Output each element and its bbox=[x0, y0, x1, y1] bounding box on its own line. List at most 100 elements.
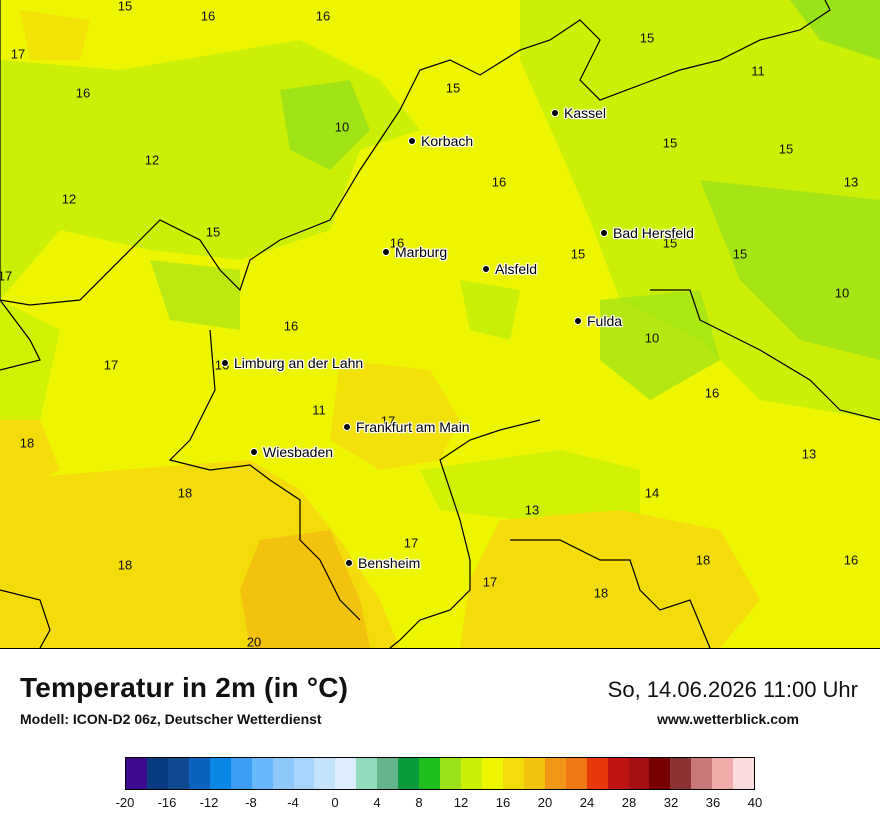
city-dot-icon bbox=[221, 359, 229, 367]
scale-tick-label: -20 bbox=[115, 795, 135, 810]
map-value: 14 bbox=[644, 485, 660, 501]
scale-swatch bbox=[209, 758, 231, 789]
weather-map: 15 16 16 17 16 15 15 11 10 12 15 15 16 1… bbox=[0, 0, 880, 649]
city-dot-icon bbox=[551, 109, 559, 117]
city-dot-icon bbox=[250, 448, 258, 456]
scale-swatch bbox=[272, 758, 294, 789]
city-wiesbaden: Wiesbaden bbox=[250, 444, 333, 460]
map-value: 18 bbox=[593, 585, 609, 601]
scale-tick-label: 16 bbox=[495, 795, 511, 810]
map-value: 12 bbox=[144, 152, 160, 168]
scale-swatch bbox=[607, 758, 629, 789]
map-title: Temperatur in 2m (in °C) bbox=[20, 672, 349, 703]
scale-tick-label: 12 bbox=[453, 795, 469, 810]
city-label: Fulda bbox=[587, 313, 623, 329]
scale-tick-label: 4 bbox=[373, 795, 381, 810]
scale-swatch bbox=[649, 758, 671, 789]
city-label: Kassel bbox=[564, 105, 607, 121]
scale-swatch bbox=[586, 758, 608, 789]
scale-swatch bbox=[712, 758, 734, 789]
city-marburg: Marburg bbox=[382, 244, 447, 260]
scale-swatch bbox=[502, 758, 524, 789]
website-link[interactable]: www.wetterblick.com bbox=[657, 711, 799, 727]
city-dot-icon bbox=[408, 137, 416, 145]
map-value: 10 bbox=[834, 285, 850, 301]
scale-swatch bbox=[230, 758, 252, 789]
scale-swatch bbox=[335, 758, 357, 789]
scale-swatch bbox=[356, 758, 378, 789]
scale-swatch bbox=[565, 758, 587, 789]
city-dot-icon bbox=[345, 559, 353, 567]
map-value: 16 bbox=[75, 85, 91, 101]
city-label: Bensheim bbox=[358, 555, 421, 571]
temperature-field bbox=[0, 0, 880, 648]
map-value: 18 bbox=[19, 435, 35, 451]
map-value: 20 bbox=[246, 634, 262, 649]
city-limburg: Limburg an der Lahn bbox=[221, 355, 363, 371]
scale-tick-label: 40 bbox=[747, 795, 763, 810]
map-value: 16 bbox=[491, 174, 507, 190]
map-value: 16 bbox=[843, 552, 859, 568]
scale-tick-label: 28 bbox=[621, 795, 637, 810]
scale-tick-label: -8 bbox=[245, 795, 257, 810]
scale-swatch bbox=[691, 758, 713, 789]
city-label: Wiesbaden bbox=[263, 444, 334, 460]
forecast-datetime: So, 14.06.2026 11:00 Uhr bbox=[607, 677, 858, 702]
map-value: 11 bbox=[312, 402, 326, 418]
map-value: 17 bbox=[103, 357, 119, 373]
city-kassel: Kassel bbox=[551, 105, 606, 121]
map-value: 15 bbox=[445, 80, 461, 96]
city-alsfeld: Alsfeld bbox=[482, 261, 537, 277]
scale-swatch bbox=[126, 758, 147, 789]
scale-swatch bbox=[544, 758, 566, 789]
city-dot-icon bbox=[600, 229, 608, 237]
color-scale bbox=[125, 757, 755, 790]
map-value: 18 bbox=[695, 552, 711, 568]
city-dot-icon bbox=[574, 317, 582, 325]
map-value: 16 bbox=[501, 262, 517, 278]
scale-tick-label: 0 bbox=[331, 795, 339, 810]
scale-swatch bbox=[377, 758, 399, 789]
city-label: Bad Hersfeld bbox=[613, 225, 694, 241]
map-value: 15 bbox=[639, 30, 655, 46]
city-label: Alsfeld bbox=[495, 261, 538, 277]
scale-tick-label: 8 bbox=[415, 795, 423, 810]
map-value: 13 bbox=[843, 174, 859, 190]
city-fulda: Fulda bbox=[574, 313, 622, 329]
map-value: 18 bbox=[177, 485, 193, 501]
map-value: 17 bbox=[482, 574, 498, 590]
map-value: 16 bbox=[283, 318, 299, 334]
scale-swatch bbox=[523, 758, 545, 789]
scale-swatch bbox=[670, 758, 692, 789]
map-value: 16 bbox=[200, 8, 216, 24]
scale-swatch bbox=[733, 758, 755, 789]
scale-swatch bbox=[167, 758, 189, 789]
city-frankfurt: Frankfurt am Main bbox=[343, 419, 470, 435]
city-korbach: Korbach bbox=[408, 133, 473, 149]
map-value: 13 bbox=[801, 446, 817, 462]
city-dot-icon bbox=[482, 265, 490, 273]
map-value: 12 bbox=[61, 191, 77, 207]
map-value: 16 bbox=[315, 8, 331, 24]
scale-swatch bbox=[314, 758, 336, 789]
map-value: 10 bbox=[334, 119, 350, 135]
city-dot-icon bbox=[382, 248, 390, 256]
map-value: 15 bbox=[570, 246, 586, 262]
scale-swatch bbox=[440, 758, 461, 789]
map-value: 17 bbox=[10, 46, 26, 62]
city-label: Frankfurt am Main bbox=[356, 419, 470, 435]
scale-swatch bbox=[293, 758, 315, 789]
scale-swatch bbox=[398, 758, 420, 789]
map-value: 10 bbox=[644, 330, 660, 346]
map-value: 16 bbox=[389, 235, 405, 251]
map-value: 15 bbox=[117, 0, 133, 14]
scale-tick-label: 24 bbox=[579, 795, 595, 810]
map-value: 13 bbox=[524, 502, 540, 518]
map-value: 15 bbox=[778, 141, 794, 157]
scale-tick-label: 20 bbox=[537, 795, 553, 810]
scale-swatch bbox=[461, 758, 482, 789]
map-value: 15 bbox=[662, 135, 678, 151]
scale-swatch bbox=[481, 758, 503, 789]
map-value: 15 bbox=[662, 235, 678, 251]
scale-swatch bbox=[251, 758, 273, 789]
